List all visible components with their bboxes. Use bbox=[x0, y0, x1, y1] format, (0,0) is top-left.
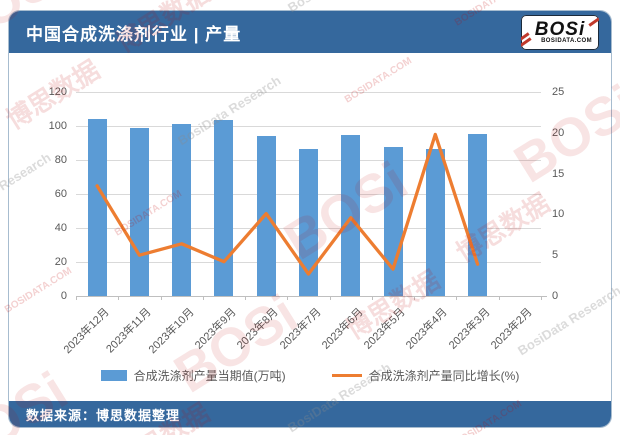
bar bbox=[299, 149, 318, 296]
x-axis-label: 2023年9月 bbox=[192, 306, 239, 352]
right-axis-tick-label: 10 bbox=[552, 208, 565, 221]
grid-line bbox=[76, 92, 541, 93]
right-axis-tick-label: 5 bbox=[552, 249, 559, 262]
x-axis-tick bbox=[456, 296, 458, 300]
x-axis-label: 2023年4月 bbox=[404, 306, 450, 352]
x-axis-tick bbox=[76, 296, 77, 300]
x-axis-tick bbox=[371, 296, 373, 300]
legend-item-line-series: 合成洗涤剂产量同比增长(%) bbox=[331, 367, 520, 384]
right-axis-tick-label: 0 bbox=[552, 290, 559, 302]
grid-line bbox=[76, 126, 541, 127]
x-axis-tick bbox=[202, 296, 204, 300]
x-axis-label: 2023年2月 bbox=[488, 306, 535, 352]
left-axis-tick-label: 120 bbox=[48, 86, 67, 98]
bar bbox=[341, 134, 361, 296]
bar bbox=[425, 148, 445, 296]
left-axis-tick-label: 0 bbox=[60, 290, 67, 302]
bosi-logo: BOSi BOSIDATA.COM bbox=[521, 14, 599, 50]
line-series bbox=[95, 132, 480, 276]
left-axis-tick-label: 80 bbox=[54, 154, 67, 166]
x-axis-line bbox=[76, 296, 547, 297]
bar-series-swatch-icon bbox=[100, 370, 127, 381]
legend-label: 合成洗涤剂产量当期值(万吨) bbox=[133, 369, 286, 383]
x-axis-tick bbox=[329, 296, 331, 300]
left-axis-tick-label: 40 bbox=[54, 222, 67, 234]
legend-item-bar-series: 合成洗涤剂产量当期值(万吨) bbox=[100, 367, 286, 384]
page-title: 中国合成洗涤剂行业 | 产量 bbox=[26, 24, 242, 44]
header-bar: 中国合成洗涤剂行业 | 产量 BOSi BOSIDATA.COM bbox=[9, 11, 611, 53]
x-axis-label: 2023年5月 bbox=[361, 306, 408, 352]
x-axis-label: 2023年6月 bbox=[319, 306, 366, 352]
x-axis-tick bbox=[160, 296, 162, 300]
left-axis-tick-label: 100 bbox=[48, 120, 67, 132]
bar bbox=[87, 118, 107, 296]
bar bbox=[172, 123, 192, 296]
chart-legend: 合成洗涤剂产量当期值(万吨) 合成洗涤剂产量同比增长(%) bbox=[9, 367, 611, 384]
left-axis-tick-label: 20 bbox=[54, 256, 67, 268]
data-source-note: 数据来源：博思数据整理 bbox=[26, 407, 181, 423]
chart-plot-area: 合成洗涤剂产量当期值(万吨) 合成洗涤剂产量同比增长(%) 0 20 40 60 80 1… bbox=[9, 53, 611, 401]
x-axis-tick bbox=[118, 296, 120, 300]
legend-label: 合成洗涤剂产量同比增长(%) bbox=[368, 369, 520, 383]
x-axis-label: 2023年7月 bbox=[277, 306, 324, 352]
x-axis-tick bbox=[498, 296, 500, 300]
bar bbox=[214, 119, 234, 296]
x-axis-tick bbox=[287, 296, 289, 300]
right-axis-tick-label: 25 bbox=[552, 86, 565, 98]
x-axis-tick bbox=[541, 296, 542, 300]
x-axis-label: 2023年8月 bbox=[235, 306, 281, 352]
line-series-swatch-icon bbox=[331, 373, 362, 378]
x-axis-tick bbox=[245, 296, 247, 300]
x-axis-tick bbox=[414, 296, 416, 300]
logo-domain: BOSIDATA.COM bbox=[541, 37, 592, 44]
left-axis-tick-label: 60 bbox=[54, 188, 67, 200]
bar bbox=[468, 133, 488, 296]
right-axis-tick-label: 20 bbox=[552, 126, 565, 139]
right-axis-tick-label: 15 bbox=[552, 167, 565, 180]
x-axis-label: 2023年12月 bbox=[61, 306, 112, 357]
footer-bar: 数据来源：博思数据整理 bbox=[9, 401, 611, 427]
x-axis-label: 2023年3月 bbox=[446, 306, 493, 352]
logo-wordmark: BOSi bbox=[534, 18, 586, 40]
logo-stripe-icon bbox=[588, 15, 599, 27]
chart-card: 中国合成洗涤剂行业 | 产量 BOSi BOSIDATA.COM 合成洗涤剂产量… bbox=[8, 10, 612, 428]
